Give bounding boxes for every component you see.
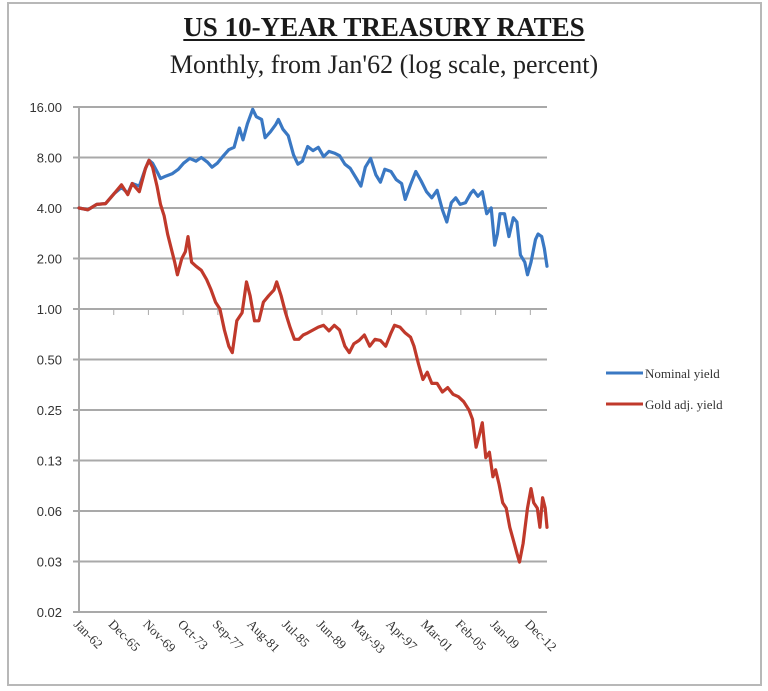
y-tick-label: 0.03 [37, 555, 62, 570]
y-tick-label: 1.00 [37, 302, 62, 317]
x-tick-label: Mar-01 [418, 617, 456, 655]
y-tick-label: 0.50 [37, 353, 62, 368]
x-tick-label: Jan-09 [487, 617, 522, 652]
x-tick-label: Jul-85 [279, 617, 313, 651]
x-tick-label: Sep-77 [210, 617, 247, 654]
x-tick-label: Aug-81 [244, 617, 283, 656]
y-tick-label: 0.13 [37, 454, 62, 469]
x-tick-label: Nov-69 [140, 617, 179, 656]
chart-title: US 10-YEAR TREASURY RATES [0, 12, 768, 43]
x-tick-label: Oct-73 [175, 617, 211, 653]
series-line-gold-adj-yield [77, 158, 549, 564]
y-tick-label: 4.00 [37, 201, 62, 216]
y-axis-ticks: 16.00 8.00 4.00 2.00 1.00 0.50 0.25 0.13 0.06 0.0… [29, 100, 62, 620]
y-tick-label: 2.00 [37, 252, 62, 267]
x-tick-label: Jan-62 [71, 617, 106, 652]
x-tick-label: Dec-12 [522, 617, 560, 655]
legend: Nominal yield Gold adj. yield [606, 366, 723, 412]
y-tick-label: 16.00 [29, 100, 62, 115]
x-tick-label: May-93 [349, 617, 389, 657]
x-axis-ticks: Jan-62 Dec-65Nov-69Oct-73Sep-77Aug-81Jul-… [71, 310, 560, 656]
legend-label: Nominal yield [645, 366, 720, 381]
y-tick-label: 0.02 [37, 605, 62, 620]
gridlines [73, 106, 547, 613]
legend-label: Gold adj. yield [645, 397, 723, 412]
y-tick-label: 0.06 [37, 504, 62, 519]
x-tick-label: Dec-65 [106, 617, 144, 655]
series-lines [77, 107, 549, 564]
chart-title-text: US 10-YEAR TREASURY RATES [183, 12, 585, 42]
series-line-nominal-yield [77, 107, 549, 277]
x-tick-label: Jun-89 [314, 617, 350, 653]
y-tick-label: 0.25 [37, 403, 62, 418]
x-tick-label: Apr-97 [383, 617, 420, 654]
x-tick-label: Feb-05 [453, 617, 490, 654]
chart-subtitle: Monthly, from Jan'62 (log scale, percent… [169, 50, 599, 79]
y-tick-label: 8.00 [37, 151, 62, 166]
